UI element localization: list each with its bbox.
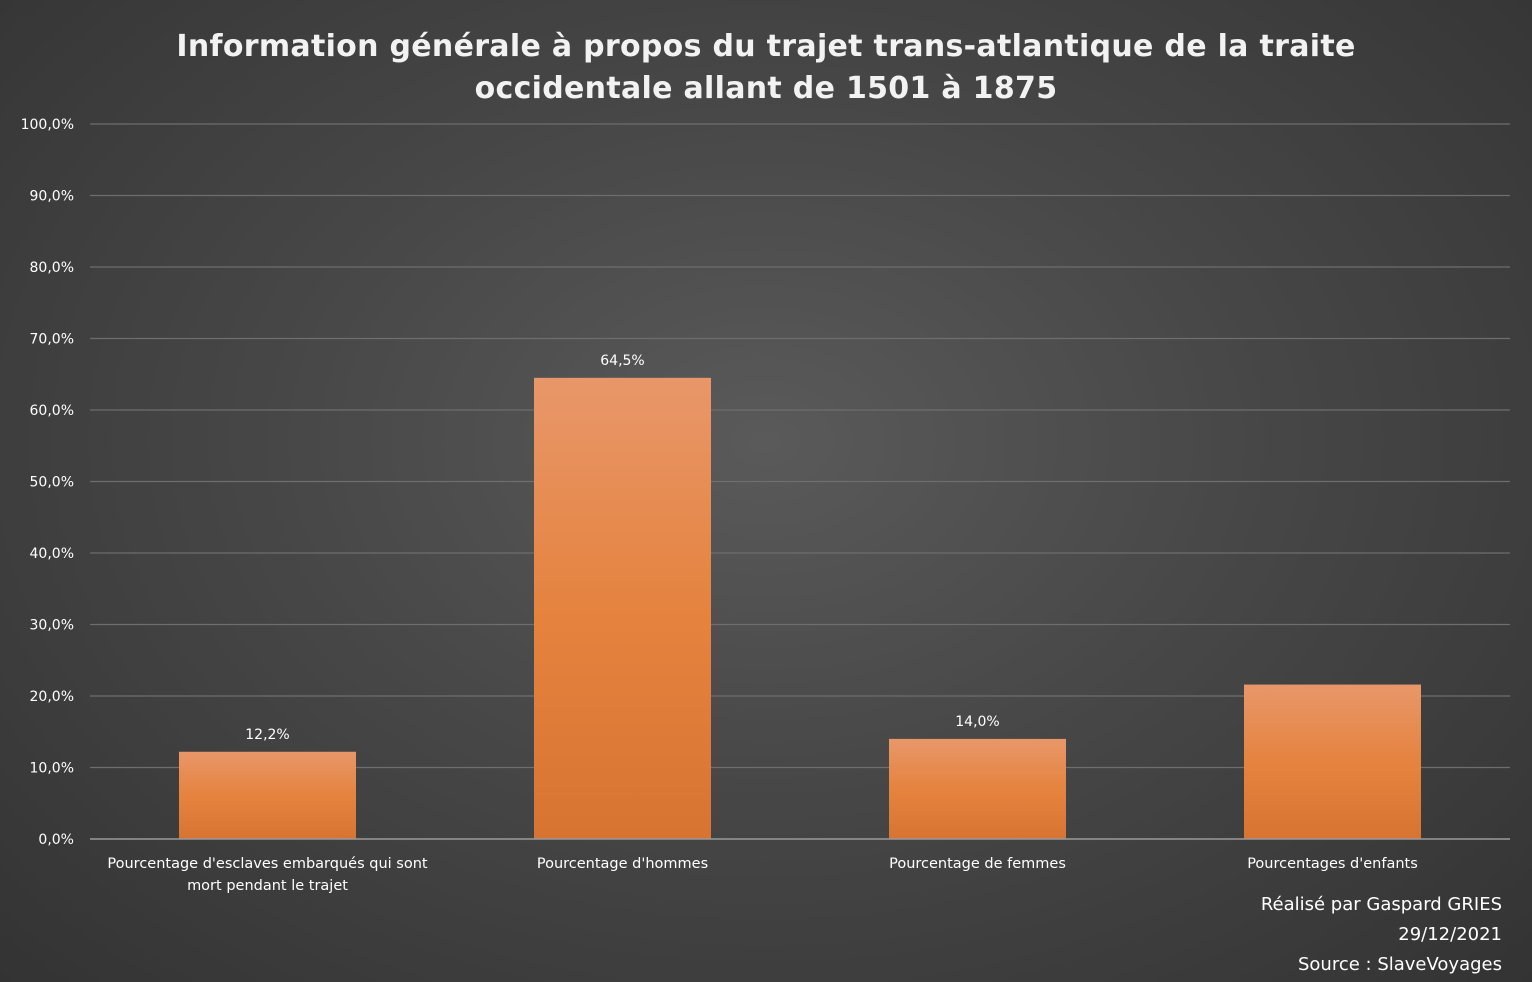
data-label: 12,2% (245, 727, 289, 743)
bar (889, 738, 1066, 839)
data-labels: 12,2% 64,5% 14,0% (245, 353, 999, 743)
y-tick-label: 80,0% (30, 260, 74, 276)
y-tick-label: 20,0% (30, 689, 74, 705)
bar (179, 751, 356, 839)
y-tick-label: 30,0% (30, 618, 74, 634)
credits-source: Source : SlaveVoyages (1297, 954, 1502, 975)
bars (179, 377, 1421, 839)
data-label: 14,0% (955, 714, 999, 730)
gridlines (90, 123, 1510, 769)
chart-title-line-2: occidentale allant de 1501 à 1875 (474, 71, 1058, 106)
y-tick-label: 40,0% (30, 546, 74, 562)
y-tick-label: 50,0% (30, 475, 74, 491)
chart-title-line-1: Information générale à propos du trajet … (176, 29, 1356, 64)
chart-title: Information générale à propos du trajet … (0, 26, 1532, 110)
bar (534, 377, 711, 839)
y-tick-label: 0,0% (38, 832, 74, 848)
x-category-label: Pourcentages d'enfants (1247, 856, 1418, 872)
x-category-label: Pourcentage d'hommes (537, 856, 708, 872)
x-axis-category-labels: Pourcentage d'esclaves embarqués qui son… (107, 856, 1417, 894)
bar (1244, 684, 1421, 839)
y-axis-tick-labels: 0,0% 10,0% 20,0% 30,0% 40,0% 50,0% 60,0% 70,0% 8… (21, 117, 74, 848)
y-tick-label: 60,0% (30, 403, 74, 419)
x-category-label: Pourcentage de femmes (889, 856, 1066, 872)
y-tick-label: 90,0% (30, 189, 74, 205)
x-category-label: Pourcentage d'esclaves embarqués qui son… (107, 856, 428, 872)
credits-block: Réalisé par Gaspard GRIES 29/12/2021 Sou… (1261, 890, 1502, 980)
x-category-label: mort pendant le trajet (187, 878, 348, 894)
credits-author: Réalisé par Gaspard GRIES (1260, 894, 1502, 915)
y-tick-label: 100,0% (21, 117, 74, 133)
y-tick-label: 10,0% (30, 761, 74, 777)
credits-date: 29/12/2021 (1398, 924, 1502, 945)
data-label: 64,5% (600, 353, 644, 369)
y-tick-label: 70,0% (30, 332, 74, 348)
